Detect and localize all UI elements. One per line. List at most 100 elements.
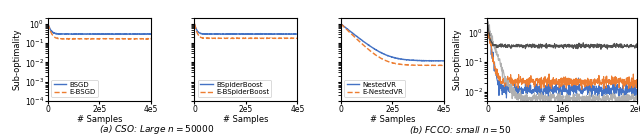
BSpiderBoost — [294, 33, 301, 35]
E-BSGD — [70, 38, 78, 40]
NestedVR — [431, 60, 439, 62]
NestedVR — [398, 58, 406, 60]
E-BSpiderBoost — [584, 82, 591, 84]
Line: E-NestedVR: E-NestedVR — [488, 17, 637, 107]
BSGD — [122, 33, 129, 35]
X-axis label: # Samples: # Samples — [540, 115, 585, 124]
Legend: BSpiderBoost, E-BSpiderBoost: BSpiderBoost, E-BSpiderBoost — [198, 80, 271, 97]
BSpiderBoost — [268, 33, 276, 35]
E-BSpiderBoost — [578, 89, 586, 91]
E-NestedVR — [440, 64, 448, 66]
Text: (a) CSO: Large $n = 50000$: (a) CSO: Large $n = 50000$ — [99, 123, 214, 136]
V-MLMC — [510, 45, 518, 46]
Line: E-BSpiderBoost: E-BSpiderBoost — [195, 24, 298, 39]
E-BSGD — [522, 89, 530, 90]
E-BSGD — [596, 87, 604, 89]
V-MLMC — [484, 22, 492, 23]
NestedVR — [337, 23, 345, 25]
BSGD — [44, 23, 52, 25]
Y-axis label: Sub-optimality: Sub-optimality — [452, 29, 461, 90]
E-BSpiderBoost — [252, 37, 259, 39]
BSpiderBoost — [217, 33, 225, 35]
E-BSpiderBoost — [237, 37, 245, 39]
E-NestedVR — [437, 65, 445, 66]
E-NestedVR — [337, 23, 345, 25]
V-MLMC — [572, 44, 579, 46]
BSGD — [91, 33, 99, 35]
E-BSpiderBoost — [522, 81, 530, 82]
NestedVR — [415, 60, 422, 61]
E-BSpiderBoost — [510, 80, 518, 81]
V-MLMC — [551, 45, 559, 46]
Line: E-NestedVR: E-NestedVR — [341, 24, 444, 66]
BSpiderBoost — [209, 33, 216, 35]
E-NestedVR — [556, 106, 564, 108]
E-BSGD — [484, 21, 492, 22]
E-NestedVR — [355, 40, 363, 42]
X-axis label: # Samples: # Samples — [223, 115, 269, 124]
NestedVR — [364, 43, 371, 45]
E-NestedVR — [633, 96, 640, 98]
BSpiderBoost — [237, 33, 245, 35]
BSGD — [147, 33, 155, 35]
V-MLMC — [522, 44, 530, 45]
BSGD — [113, 33, 121, 35]
E-NestedVR — [415, 64, 422, 66]
Line: V-MLMC: V-MLMC — [488, 22, 637, 49]
E-BSGD — [551, 86, 559, 88]
E-BSGD — [122, 38, 129, 39]
X-axis label: # Samples: # Samples — [77, 115, 122, 124]
E-BSGD — [510, 87, 518, 89]
E-BSGD — [583, 87, 591, 89]
E-NestedVR — [596, 99, 604, 101]
BSpiderBoost — [252, 33, 259, 35]
E-NestedVR — [384, 60, 392, 62]
NestedVR — [355, 38, 363, 39]
NestedVR — [384, 55, 392, 57]
E-BSGD — [62, 38, 70, 40]
Legend: NestedVR, E-NestedVR: NestedVR, E-NestedVR — [344, 80, 406, 97]
E-NestedVR — [551, 100, 559, 102]
E-BSpiderBoost — [572, 81, 579, 83]
E-BSGD — [572, 92, 579, 93]
Line: E-BSGD: E-BSGD — [48, 24, 151, 39]
BSpiderBoost — [252, 34, 259, 35]
NestedVR — [440, 60, 448, 62]
E-BSGD — [91, 38, 99, 40]
E-BSpiderBoost — [294, 38, 301, 39]
E-BSGD — [105, 38, 113, 39]
V-MLMC — [583, 45, 591, 46]
Line: E-BSGD: E-BSGD — [488, 22, 637, 99]
Text: (b) FCCO: small $n = 50$: (b) FCCO: small $n = 50$ — [410, 124, 512, 136]
E-BSpiderBoost — [209, 38, 216, 39]
Line: BSpiderBoost: BSpiderBoost — [195, 24, 298, 34]
E-BSpiderBoost — [191, 23, 198, 25]
BSGD — [105, 33, 113, 35]
Line: BSGD: BSGD — [48, 24, 151, 34]
Y-axis label: Sub-optimality: Sub-optimality — [13, 29, 22, 90]
E-NestedVR — [522, 97, 530, 98]
BSpiderBoost — [260, 33, 268, 35]
E-BSGD — [44, 23, 52, 25]
X-axis label: # Samples: # Samples — [370, 115, 415, 124]
E-BSpiderBoost — [633, 81, 640, 83]
E-BSpiderBoost — [217, 37, 225, 39]
NestedVR — [406, 59, 413, 61]
E-BSGD — [633, 90, 640, 92]
E-BSpiderBoost — [260, 38, 268, 39]
V-MLMC — [597, 48, 605, 50]
BSGD — [70, 33, 78, 35]
BSGD — [62, 33, 70, 35]
E-BSpiderBoost — [235, 38, 243, 39]
E-BSGD — [113, 38, 120, 39]
E-NestedVR — [364, 48, 371, 49]
E-BSpiderBoost — [596, 82, 604, 83]
Line: NestedVR: NestedVR — [341, 24, 444, 61]
E-NestedVR — [484, 16, 492, 18]
E-NestedVR — [584, 101, 591, 102]
E-NestedVR — [406, 64, 413, 66]
E-BSpiderBoost — [484, 23, 492, 24]
E-BSpiderBoost — [268, 37, 276, 39]
Legend: BSGD, E-BSGD: BSGD, E-BSGD — [51, 80, 98, 97]
E-BSGD — [147, 38, 155, 40]
